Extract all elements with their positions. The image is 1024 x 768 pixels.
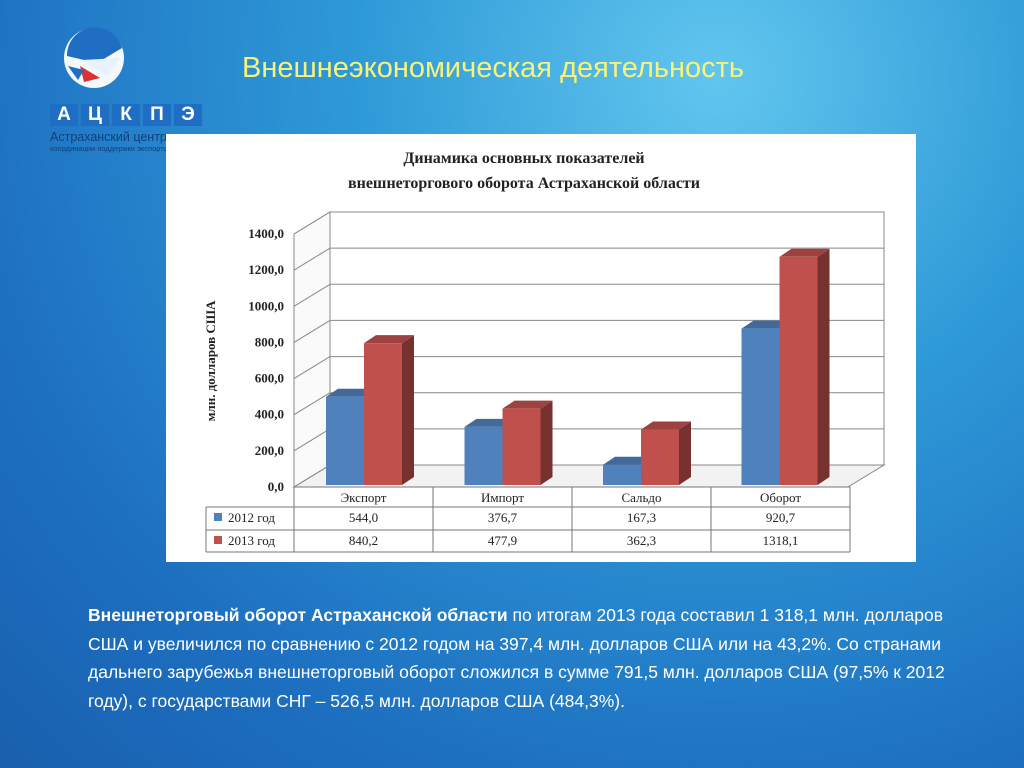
bar — [464, 426, 503, 485]
bar-side — [679, 421, 691, 485]
gridline-side — [293, 464, 331, 488]
logo-subtitle: Астраханский центр — [50, 130, 167, 144]
gridline-side — [293, 428, 331, 452]
data-label: 167,3 — [627, 510, 656, 525]
y-tick-label: 400,0 — [255, 407, 284, 422]
chart-panel: 0,0 200,0 400,0 600,0 800,0 1000,0 1200,0 1400,… — [166, 134, 916, 562]
bar-chart: 0,0 200,0 400,0 600,0 800,0 1000,0 1200,0 1400,… — [203, 150, 886, 553]
gridline-side — [293, 356, 331, 379]
y-tick-label: 800,0 — [255, 334, 284, 349]
logo-tagline: координации поддержки экспорта — [50, 144, 168, 153]
bar-top — [502, 400, 553, 409]
logo-letter: А — [50, 104, 78, 126]
gridline-side — [293, 320, 331, 343]
legend-swatch — [214, 513, 222, 521]
y-tick-label: 1400,0 — [248, 226, 284, 241]
bar-side — [402, 335, 414, 485]
gridline-side — [293, 247, 331, 271]
chart-side-wall — [293, 211, 331, 488]
bar-top — [364, 335, 414, 344]
data-label: 376,7 — [488, 510, 518, 525]
bar — [779, 256, 818, 485]
bar — [364, 343, 402, 485]
gridline-side — [293, 392, 331, 416]
logo: А Ц К П Э Астраханский центр координации… — [22, 18, 202, 153]
bar — [641, 429, 679, 485]
data-label: 840,2 — [349, 533, 378, 548]
legend-label: 2013 год — [228, 533, 275, 548]
bar-top — [464, 418, 515, 427]
logo-letter: П — [143, 104, 171, 126]
logo-emblem-icon — [64, 27, 124, 88]
logo-letter: Э — [174, 104, 202, 126]
y-tick-label: 0,0 — [268, 479, 284, 494]
logo-letters: А Ц К П Э — [50, 104, 202, 126]
logo-letter: Ц — [81, 104, 109, 126]
x-category-label: Сальдо — [621, 490, 661, 505]
gridline-side — [293, 283, 331, 307]
bar — [502, 408, 541, 485]
data-label: 920,7 — [766, 510, 796, 525]
summary-bold: Внешнеторговый оборот Астраханской облас… — [88, 605, 508, 625]
bar-top — [741, 320, 792, 329]
y-tick-label: 1200,0 — [248, 262, 284, 277]
summary-rest: по итогам 2013 года составил 1 318,1 млн… — [88, 605, 945, 711]
logo-letter: К — [112, 104, 140, 126]
slide-title: Внешнеэкономическая деятельность — [242, 52, 745, 84]
x-category-label: Импорт — [481, 490, 524, 505]
y-tick-label: 600,0 — [255, 371, 284, 386]
bar-top — [779, 248, 830, 257]
legend-swatch — [214, 536, 222, 544]
data-label: 362,3 — [627, 533, 656, 548]
bar — [326, 396, 364, 485]
summary-paragraph: Внешнеторговый оборот Астраханской облас… — [88, 601, 948, 715]
bar-top — [641, 421, 691, 430]
bar-side — [540, 400, 553, 485]
chart-title-line2: внешнеторгового оборота Астраханской обл… — [348, 175, 700, 192]
y-tick-label: 1000,0 — [248, 298, 284, 313]
bar-side — [817, 248, 830, 485]
bar-top — [326, 388, 376, 397]
data-label: 477,9 — [488, 533, 517, 548]
x-category-label: Оборот — [760, 490, 801, 505]
data-label: 1318,1 — [763, 533, 799, 548]
bar-top — [603, 456, 653, 465]
x-category-label: Экспорт — [341, 490, 387, 505]
y-axis-label: млн. долларов США — [203, 300, 218, 421]
y-tick-label: 200,0 — [255, 443, 284, 458]
chart-title-line1: Динамика основных показателей — [403, 150, 644, 167]
data-label: 544,0 — [349, 510, 378, 525]
bar — [741, 328, 780, 485]
legend-label: 2012 год — [228, 510, 275, 525]
gridline-side — [293, 211, 331, 235]
bar — [603, 464, 641, 485]
